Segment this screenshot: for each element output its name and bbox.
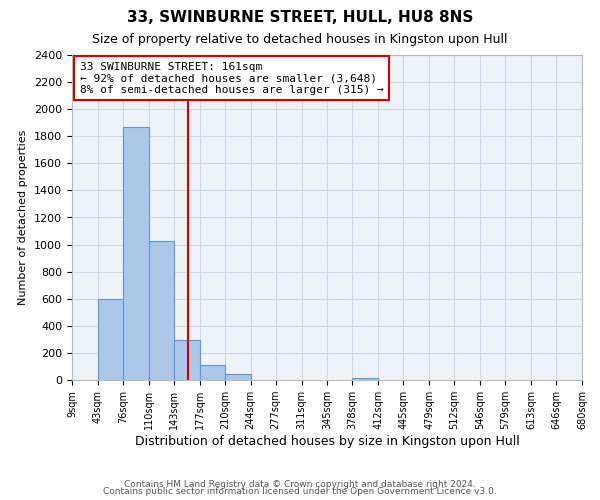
Bar (225, 374, 251, 380)
Y-axis label: Number of detached properties: Number of detached properties (19, 130, 28, 305)
Text: Contains public sector information licensed under the Open Government Licence v3: Contains public sector information licen… (103, 487, 497, 496)
Bar (149, 240, 174, 380)
Bar (174, 340, 200, 380)
Bar (98, 298, 123, 380)
Text: 33 SWINBURNE STREET: 161sqm
← 92% of detached houses are smaller (3,648)
8% of s: 33 SWINBURNE STREET: 161sqm ← 92% of det… (80, 62, 383, 94)
Bar (352, 378, 379, 380)
Text: Contains HM Land Registry data © Crown copyright and database right 2024.: Contains HM Land Registry data © Crown c… (124, 480, 476, 489)
X-axis label: Distribution of detached houses by size in Kingston upon Hull: Distribution of detached houses by size … (134, 435, 520, 448)
Text: Size of property relative to detached houses in Kingston upon Hull: Size of property relative to detached ho… (92, 32, 508, 46)
Text: 33, SWINBURNE STREET, HULL, HU8 8NS: 33, SWINBURNE STREET, HULL, HU8 8NS (127, 10, 473, 25)
Bar (123, 127, 149, 380)
Bar (200, 365, 225, 380)
